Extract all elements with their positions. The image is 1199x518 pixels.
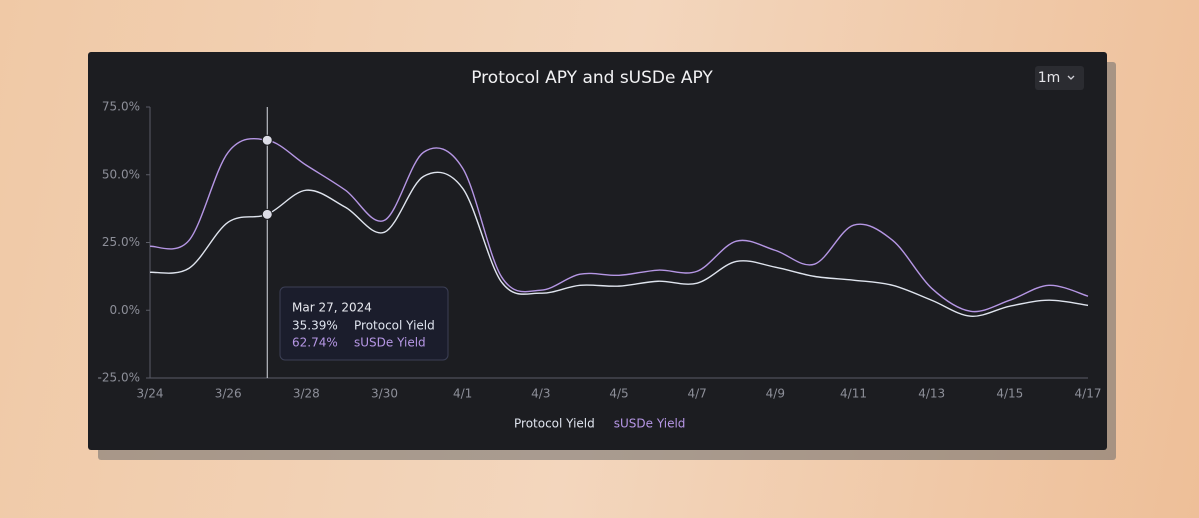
tooltip-value: 35.39% (292, 319, 338, 333)
x-tick-label: 4/15 (996, 387, 1023, 401)
tooltip-date: Mar 27, 2024 (292, 301, 372, 315)
chevron[interactable] (1067, 75, 1075, 80)
hover-point (261, 134, 273, 146)
series-line (149, 171, 1089, 317)
series-line (149, 137, 1089, 313)
x-tick-label: 3/30 (371, 387, 398, 401)
tooltip: Mar 27, 2024 35.39% Protocol Yield 62.74% sU… (279, 286, 449, 361)
tooltip-series: sUSDe Yield (354, 336, 426, 350)
x-tick-label: 3/26 (215, 387, 242, 401)
button-label[interactable]: 1m (1038, 70, 1061, 86)
tooltip-value: 62.74% (292, 336, 338, 350)
y-tick-label: 75.0% (102, 100, 140, 114)
y-tick-label: 25.0% (102, 235, 140, 249)
x-tick-label: 4/7 (688, 387, 707, 401)
x-tick-label: 4/9 (766, 387, 785, 401)
tooltip-series: Protocol Yield (354, 319, 435, 333)
x-tick-label: 4/11 (840, 387, 867, 401)
x-tick-label: 4/3 (531, 387, 550, 401)
x-tick-label: 4/13 (918, 387, 945, 401)
x-tick-label: 3/24 (137, 387, 164, 401)
legend-entry: Protocol Yield (514, 417, 595, 431)
x-tick-label: 4/17 (1075, 387, 1102, 401)
x-tick-label: 4/1 (453, 387, 472, 401)
tooltip-box (279, 286, 449, 361)
range-button[interactable]: 1m (1035, 66, 1084, 90)
chart-title: Protocol APY and sUSDe APY (471, 68, 713, 88)
legend-entry: sUSDe Yield (614, 417, 686, 431)
y-tick-label: 0.0% (110, 303, 141, 317)
y-tick-label: -25.0% (98, 371, 140, 385)
x-tick-label: 4/5 (609, 387, 628, 401)
button-bg[interactable] (1035, 66, 1084, 90)
hover-point (261, 208, 273, 220)
y-tick-label: 50.0% (102, 167, 140, 181)
x-tick-label: 3/28 (293, 387, 320, 401)
